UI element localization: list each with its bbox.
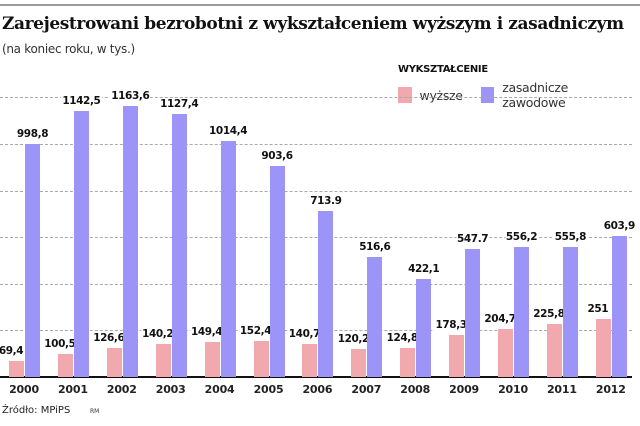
- value-label: 140,2: [141, 328, 175, 341]
- value-label: 556,2: [504, 231, 539, 244]
- legend-label-wyzsze: wyższe: [419, 87, 463, 103]
- value-label: 1163,6: [110, 89, 151, 102]
- legend-title: WYKSZTAŁCENIE: [398, 64, 488, 75]
- bar-wyzsze: [106, 347, 122, 377]
- bar-zasadnicze: [269, 166, 285, 377]
- value-label: 69,4: [0, 344, 25, 357]
- value-label: 903,6: [260, 150, 294, 163]
- value-label: 140,7: [287, 328, 321, 341]
- gridline: [0, 237, 632, 239]
- legend-swatch-wyzsze: [398, 87, 412, 103]
- x-tick-label: 2008: [400, 383, 431, 396]
- value-label: 713.9: [309, 194, 343, 207]
- bar-wyzsze: [204, 342, 220, 377]
- x-axis-baseline: [0, 376, 632, 378]
- chart-title: Zarejestrowani bezrobotni z wykształceni…: [2, 14, 624, 34]
- x-tick-label: 2005: [253, 383, 284, 396]
- bar-wyzsze: [57, 353, 73, 377]
- value-label: 126,6: [92, 331, 126, 344]
- value-label: 251: [586, 302, 610, 315]
- bar-wyzsze: [449, 335, 465, 377]
- x-tick-label: 2009: [449, 383, 480, 396]
- value-label: 204,7: [483, 313, 517, 326]
- gridline: [0, 283, 632, 285]
- legend-swatch-zasadnicze: [480, 87, 495, 103]
- bar-zasadnicze: [367, 256, 383, 377]
- x-tick-label: 2010: [498, 383, 528, 396]
- value-label: 516,6: [358, 240, 392, 253]
- bar-zasadnicze: [220, 140, 236, 377]
- bar-wyzsze: [9, 360, 24, 377]
- bar-zasadnicze: [318, 210, 334, 377]
- value-label: 1127,4: [159, 98, 200, 111]
- bar-zasadnicze: [514, 247, 529, 377]
- value-label: 547.7: [455, 233, 490, 246]
- x-tick-label: 2012: [595, 383, 626, 396]
- bar-zasadnicze: [611, 236, 627, 377]
- value-label: 152,4: [238, 325, 273, 338]
- bar-wyzsze: [302, 344, 318, 377]
- x-tick-label: 2004: [204, 383, 235, 396]
- bar-zasadnicze: [562, 247, 578, 377]
- value-label: 225,8: [532, 308, 566, 321]
- value-label: 124,8: [385, 331, 419, 344]
- top-rule: [0, 4, 640, 6]
- value-label: 422,1: [407, 262, 441, 275]
- value-label: 555,8: [553, 231, 587, 244]
- bar-zasadnicze: [465, 249, 481, 377]
- chart-subtitle: (na koniec roku, w tys.): [2, 42, 135, 56]
- x-tick-label: 2000: [9, 383, 39, 396]
- x-tick-label: 2001: [57, 383, 88, 396]
- author-credit: RM: [90, 408, 100, 415]
- value-label: 1014,4: [208, 124, 249, 137]
- bar-wyzsze: [498, 329, 513, 377]
- bar-wyzsze: [351, 348, 367, 377]
- x-tick-label: 2011: [546, 383, 577, 396]
- bar-zasadnicze: [73, 110, 89, 377]
- gridline: [0, 144, 632, 145]
- x-tick-label: 2007: [351, 383, 382, 396]
- bar-wyzsze: [155, 344, 171, 377]
- bar-wyzsze: [546, 324, 562, 377]
- x-tick-label: 2006: [302, 383, 333, 396]
- bar-zasadnicze: [171, 114, 187, 377]
- source-note: Źródło: MPiPS: [2, 405, 71, 416]
- bar-wyzsze: [400, 347, 416, 377]
- x-tick-label: 2002: [106, 383, 137, 396]
- gridline: [0, 97, 632, 99]
- value-label: 1142,5: [61, 94, 102, 107]
- value-label: 120,2: [336, 332, 370, 345]
- legend: wyższe zasadnicze zawodowe: [398, 80, 640, 110]
- value-label: 100,5: [43, 337, 77, 350]
- x-tick-label: 2003: [155, 383, 186, 396]
- value-label: 149,4: [189, 326, 224, 339]
- bar-zasadnicze: [416, 278, 432, 377]
- value-label: 998,8: [15, 128, 50, 141]
- bar-zasadnicze: [25, 144, 40, 377]
- legend-label-zasadnicze: zasadnicze zawodowe: [502, 80, 569, 110]
- bar-wyzsze: [595, 318, 611, 377]
- gridline: [0, 190, 632, 192]
- bar-zasadnicze: [122, 105, 138, 377]
- bar-wyzsze: [253, 341, 269, 377]
- value-label: 178,3: [434, 319, 468, 332]
- value-label: 603,9: [602, 220, 636, 233]
